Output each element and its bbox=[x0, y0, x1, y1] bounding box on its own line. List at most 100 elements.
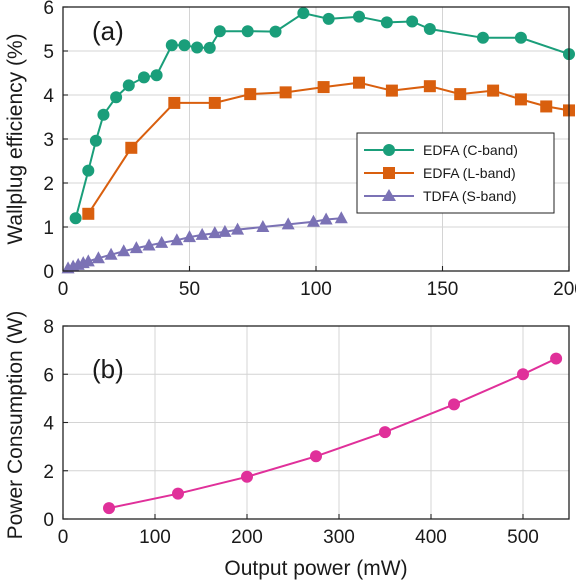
panel-a-series-2-point bbox=[155, 235, 169, 248]
panel-a-ytick-label: 2 bbox=[43, 174, 54, 195]
panel-b-grid bbox=[62, 325, 569, 520]
legend-label-l-band: EDFA (L-band) bbox=[423, 165, 516, 181]
panel-a-series-2-point bbox=[170, 233, 184, 246]
panel-a-series-1-point bbox=[125, 141, 138, 154]
panel-a-ytick-label: 4 bbox=[43, 86, 54, 107]
panel-b-xtick-label: 300 bbox=[323, 527, 355, 548]
panel-b: 0 100 200 300 400 500 0 2 4 6 8 (b) Power Consumpt… bbox=[4, 311, 570, 580]
panel-a-series-0-point bbox=[122, 79, 135, 92]
panel-a-series-1-point bbox=[514, 93, 527, 106]
panel-a-series-2-point bbox=[281, 217, 295, 230]
panel-b-series-0-point bbox=[517, 368, 529, 381]
panel-b-series-0-point bbox=[448, 398, 460, 411]
panel-a-series-0-point bbox=[380, 16, 393, 29]
panel-a-series-1-point bbox=[208, 96, 221, 109]
panel-b-xlabel: Output power (mW) bbox=[224, 557, 407, 580]
panel-a-series-2-point bbox=[195, 227, 209, 240]
panel-a-series-0-point bbox=[97, 108, 110, 121]
panel-b-ytick-label: 2 bbox=[43, 462, 54, 483]
legend-label-s-band: TDFA (S-band) bbox=[423, 188, 516, 204]
panel-a-series-2-point bbox=[231, 222, 245, 235]
panel-a-ytick-label: 1 bbox=[43, 218, 54, 239]
panel-a-series-0-point bbox=[137, 71, 150, 84]
legend-marker-s-band bbox=[382, 189, 396, 201]
legend-item-s-band: TDFA (S-band) bbox=[364, 188, 516, 204]
panel-a-series-2-point bbox=[256, 220, 270, 232]
panel-b-series-0-point bbox=[550, 352, 563, 365]
legend-item-l-band: EDFA (L-band) bbox=[364, 165, 516, 181]
panel-a-series-2-line bbox=[67, 217, 342, 270]
panel-a-series-1-point bbox=[279, 86, 292, 99]
panel-a-series bbox=[61, 7, 575, 274]
panel-a-series-2-point bbox=[208, 226, 222, 239]
panel-a-series-0-point bbox=[514, 31, 527, 44]
panel-b-series bbox=[103, 352, 563, 515]
panel-a-series-2-point bbox=[142, 238, 156, 251]
panel-a-series-1-point bbox=[423, 80, 436, 93]
panel-b-xtick-label: 400 bbox=[415, 527, 447, 548]
panel-a-xtick-label: 200 bbox=[553, 279, 576, 300]
panel-a-series-1-point bbox=[82, 207, 95, 220]
panel-b-series-0-point bbox=[310, 450, 322, 463]
panel-a-series-0-point bbox=[213, 25, 226, 38]
panel-a-ytick-label: 3 bbox=[43, 130, 54, 151]
panel-a-series-0-point bbox=[269, 25, 282, 38]
panel-a-series-0-point bbox=[322, 12, 335, 25]
panel-a: 0 50 100 150 200 0 1 2 3 4 5 6 (a) Wallplug efficie… bbox=[4, 0, 576, 300]
panel-a-ytick-label: 6 bbox=[43, 0, 54, 19]
panel-a-ytick-label: 0 bbox=[43, 262, 54, 283]
panel-a-series-0-point bbox=[241, 25, 254, 38]
panel-a-series-0-point bbox=[406, 15, 419, 28]
panel-a-series-1-point bbox=[353, 76, 366, 89]
panel-a-ticks: 0 50 100 150 200 0 1 2 3 4 5 6 bbox=[43, 0, 576, 300]
panel-b-xtick-label: 100 bbox=[139, 527, 171, 548]
panel-a-series-0-point bbox=[423, 23, 436, 35]
panel-b-ytick-label: 8 bbox=[43, 317, 54, 338]
panel-a-xtick-label: 0 bbox=[58, 279, 69, 300]
panel-a-series-0-point bbox=[165, 39, 178, 52]
panel-a-series-1-point bbox=[487, 84, 500, 97]
panel-a-series-0-point bbox=[297, 7, 310, 20]
panel-a-series-1-point bbox=[540, 100, 553, 113]
panel-a-series-1-point bbox=[244, 88, 257, 101]
panel-a-series-2-point bbox=[91, 251, 105, 264]
legend-marker-l-band bbox=[383, 167, 395, 179]
panel-a-series-2-point bbox=[183, 230, 196, 243]
panel-b-series-0-point bbox=[103, 502, 115, 515]
panel-a-series-0-point bbox=[82, 164, 95, 177]
panel-a-label: (a) bbox=[92, 16, 124, 46]
panel-a-xtick-label: 150 bbox=[427, 279, 459, 300]
panel-a-series-1-point bbox=[317, 81, 330, 94]
panel-a-series-0-point bbox=[203, 41, 216, 54]
panel-a-ytick-label: 5 bbox=[43, 42, 54, 63]
panel-a-series-0-point bbox=[150, 69, 163, 82]
panel-a-series-2-point bbox=[117, 244, 131, 257]
panel-a-series-1-point bbox=[385, 84, 398, 97]
panel-a-series-0-point bbox=[191, 41, 204, 54]
legend-marker-c-band bbox=[383, 144, 395, 156]
panel-b-xtick-label: 500 bbox=[507, 527, 539, 548]
panel-b-xtick-label: 200 bbox=[231, 527, 263, 548]
panel-a-series-0-point bbox=[110, 91, 123, 104]
panel-a-series-0-point bbox=[353, 10, 366, 23]
panel-a-series-0-point bbox=[89, 134, 102, 147]
panel-a-series-2-point bbox=[218, 224, 232, 237]
panel-a-series-0-point bbox=[476, 31, 489, 44]
panel-a-series-0-point bbox=[178, 39, 191, 52]
panel-a-series-0-point bbox=[69, 212, 82, 225]
panel-b-ticks: 0 100 200 300 400 500 0 2 4 6 8 bbox=[43, 317, 538, 548]
panel-b-ytick-label: 6 bbox=[43, 365, 54, 386]
panel-a-ylabel: Wallplug efficiency (%) bbox=[4, 33, 27, 244]
panel-a-series-2-point bbox=[334, 211, 348, 224]
legend-label-c-band: EDFA (C-band) bbox=[423, 142, 518, 158]
panel-a-series-2-point bbox=[104, 247, 118, 260]
panel-b-series-0-point bbox=[241, 470, 253, 483]
panel-a-xtick-label: 50 bbox=[179, 279, 200, 300]
panel-b-ytick-label: 0 bbox=[43, 510, 54, 531]
panel-b-label: (b) bbox=[92, 354, 124, 384]
panel-a-series-2-point bbox=[129, 241, 143, 254]
panel-a-series-1-point bbox=[454, 88, 467, 101]
panel-a-series-1-point bbox=[168, 96, 181, 109]
panel-b-xtick-label: 0 bbox=[58, 527, 69, 548]
